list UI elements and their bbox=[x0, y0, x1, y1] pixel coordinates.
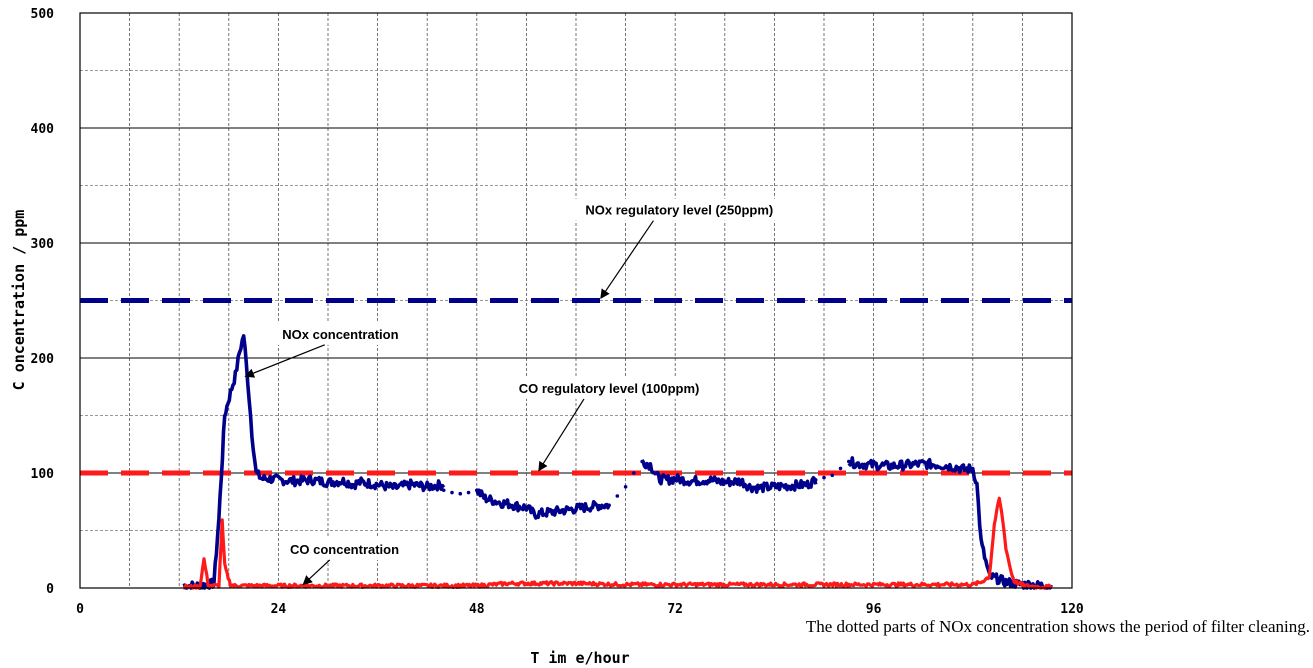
y-tick-label: 100 bbox=[31, 467, 55, 482]
co_conc_label-arrow bbox=[302, 559, 331, 586]
y-tick-label: 0 bbox=[46, 582, 54, 597]
nox_dotted-point bbox=[830, 473, 835, 478]
series-layer bbox=[182, 334, 1053, 590]
x-axis-title: T im e/hour bbox=[530, 649, 629, 667]
nox_limit_label: NOx regulatory level (250ppm) bbox=[585, 203, 773, 218]
nox_conc_label: NOx concentration bbox=[282, 327, 398, 342]
nox_limit_label-box bbox=[571, 198, 788, 221]
nox_dotted-point bbox=[847, 459, 851, 464]
nox_dotted-point bbox=[632, 471, 636, 475]
annotations: NOx regulatory level (250ppm) NOx concent… bbox=[244, 198, 788, 586]
y-tick-label: 300 bbox=[31, 237, 55, 252]
x-tick-label: 72 bbox=[667, 602, 683, 617]
y-tick-label: 200 bbox=[31, 352, 55, 367]
y-tick-label: 400 bbox=[31, 122, 55, 137]
x-tick-label: 96 bbox=[866, 602, 882, 617]
nox_dotted-point bbox=[450, 490, 454, 495]
x-tick-label: 48 bbox=[469, 602, 485, 617]
nox-line bbox=[847, 456, 1053, 590]
x-tick-label: 120 bbox=[1060, 602, 1084, 617]
plot-frame bbox=[79, 12, 1073, 589]
nox_dotted-point bbox=[441, 488, 446, 493]
nox_dotted-point bbox=[623, 485, 628, 489]
co_limit_label-arrow bbox=[538, 398, 585, 472]
nox_conc_label-arrow bbox=[244, 344, 325, 378]
nox-line bbox=[182, 334, 446, 590]
nox-line bbox=[640, 459, 818, 494]
nox_dotted-point bbox=[475, 488, 479, 493]
footnote: The dotted parts of NOx concentration sh… bbox=[806, 617, 1310, 636]
co_conc_label: CO concentration bbox=[290, 542, 399, 557]
nox_dotted-point bbox=[838, 466, 843, 471]
x-tick-label: 0 bbox=[76, 602, 84, 617]
nox_dotted-point bbox=[615, 494, 620, 498]
tick-labels: 0 24 48 72 96 120 0 100 200 300 400 500 bbox=[31, 7, 1084, 617]
co_limit_label: CO regulatory level (100ppm) bbox=[519, 381, 700, 396]
y-tick-label: 500 bbox=[31, 7, 55, 22]
nox-line bbox=[475, 488, 611, 520]
nox_dotted-point bbox=[822, 475, 826, 480]
nox_dotted-point bbox=[813, 478, 818, 482]
x-tick-label: 24 bbox=[271, 602, 287, 617]
co-line bbox=[183, 496, 1053, 590]
co_conc_label-box bbox=[282, 537, 407, 560]
y-axis-title: C oncentration / ppm bbox=[10, 210, 28, 391]
reference-lines bbox=[80, 298, 1072, 476]
nox_dotted-point bbox=[640, 459, 644, 464]
nox_dotted-point bbox=[466, 490, 471, 495]
nox_dotted-point bbox=[458, 491, 463, 496]
co_limit_label-box bbox=[504, 376, 714, 399]
nox_conc_label-box bbox=[275, 322, 406, 345]
nox_dotted-point bbox=[607, 503, 611, 508]
nox_limit_label-arrow bbox=[600, 220, 654, 299]
